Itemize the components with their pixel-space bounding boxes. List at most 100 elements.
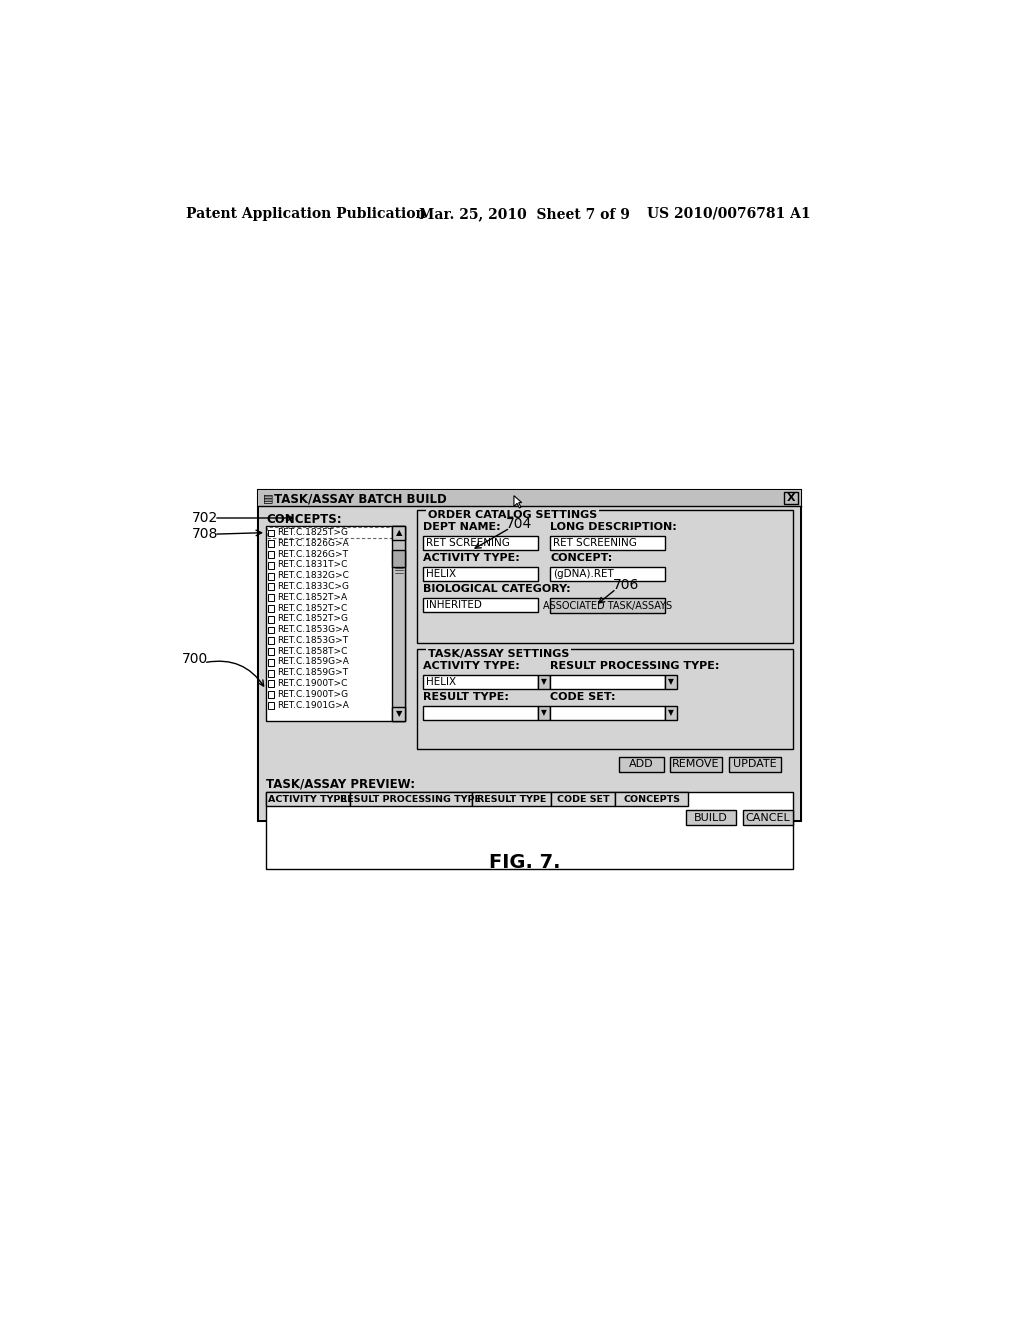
Text: ORDER CATALOG SETTINGS: ORDER CATALOG SETTINGS	[428, 510, 597, 520]
Bar	[550, 675, 665, 689]
Text: BIOLOGICAL CATEGORY:: BIOLOGICAL CATEGORY:	[423, 583, 571, 594]
Text: ▼: ▼	[542, 677, 547, 686]
Text: RET.C.1859G>T: RET.C.1859G>T	[276, 668, 348, 677]
Bar	[392, 708, 406, 721]
Text: RET.C.1858T>C: RET.C.1858T>C	[276, 647, 347, 656]
Text: CONCEPTS: CONCEPTS	[623, 795, 680, 804]
Bar	[267, 648, 274, 655]
Text: RET.C.1901G>A: RET.C.1901G>A	[276, 701, 349, 710]
Text: (gDNA).RET: (gDNA).RET	[554, 569, 614, 579]
Bar	[392, 527, 406, 721]
Bar	[729, 756, 781, 772]
Bar	[267, 552, 274, 558]
Bar	[423, 675, 538, 689]
Bar	[551, 792, 614, 807]
Text: ▼: ▼	[669, 677, 674, 686]
Bar	[267, 627, 274, 634]
Bar	[423, 568, 538, 581]
Text: RESULT PROCESSING TYPE:: RESULT PROCESSING TYPE:	[550, 661, 720, 671]
Text: RET.C.1852T>C: RET.C.1852T>C	[276, 603, 347, 612]
Bar	[423, 598, 538, 612]
Polygon shape	[514, 496, 521, 508]
Text: RET.C.1859G>A: RET.C.1859G>A	[276, 657, 349, 667]
Bar	[550, 568, 665, 581]
Bar	[665, 675, 678, 689]
Bar	[267, 692, 274, 698]
Bar	[267, 659, 274, 665]
Bar	[472, 792, 551, 807]
Bar	[267, 669, 274, 677]
Text: TASK/ASSAY PREVIEW:: TASK/ASSAY PREVIEW:	[266, 777, 415, 791]
Text: RESULT TYPE: RESULT TYPE	[477, 795, 547, 804]
Text: INHERITED: INHERITED	[426, 601, 482, 610]
Text: RESULT TYPE:: RESULT TYPE:	[423, 692, 509, 702]
Bar	[538, 706, 550, 719]
Bar	[550, 536, 665, 550]
Bar	[538, 675, 550, 689]
Bar	[267, 529, 274, 536]
Bar	[267, 573, 274, 579]
Text: Mar. 25, 2010  Sheet 7 of 9: Mar. 25, 2010 Sheet 7 of 9	[419, 207, 630, 220]
Text: RET SCREENING: RET SCREENING	[554, 539, 637, 548]
Text: US 2010/0076781 A1: US 2010/0076781 A1	[647, 207, 811, 220]
Text: ▤: ▤	[263, 494, 273, 504]
Bar	[266, 792, 793, 869]
Text: CONCEPT:: CONCEPT:	[550, 553, 612, 564]
Bar	[267, 594, 274, 601]
Bar	[618, 756, 664, 772]
Bar	[686, 810, 736, 825]
Text: 708: 708	[193, 527, 219, 541]
Bar	[267, 615, 274, 623]
Text: BUILD: BUILD	[694, 813, 728, 822]
Bar	[266, 527, 391, 539]
Text: RET SCREENING: RET SCREENING	[426, 539, 510, 548]
Text: RET.C.1852T>G: RET.C.1852T>G	[276, 614, 348, 623]
Bar	[266, 792, 349, 807]
Text: X: X	[786, 492, 795, 503]
Text: 704: 704	[506, 517, 532, 531]
Bar	[423, 706, 538, 719]
Text: RET.C.1826G>T: RET.C.1826G>T	[276, 549, 348, 558]
Bar	[417, 511, 793, 643]
Bar	[614, 792, 688, 807]
Bar	[417, 649, 793, 748]
Text: CONCEPTS:: CONCEPTS:	[266, 513, 342, 527]
Text: RET.C.1853G>A: RET.C.1853G>A	[276, 626, 349, 634]
Bar	[266, 527, 406, 721]
Bar	[349, 792, 472, 807]
Text: Patent Application Publication: Patent Application Publication	[186, 207, 426, 220]
Text: ACTIVITY TYPE:: ACTIVITY TYPE:	[423, 661, 520, 671]
Text: ADD: ADD	[629, 759, 653, 770]
Text: LONG DESCRIPTION:: LONG DESCRIPTION:	[550, 523, 677, 532]
Text: CANCEL: CANCEL	[745, 813, 791, 822]
Text: ▼: ▼	[669, 709, 674, 717]
Text: RET.C.1852T>A: RET.C.1852T>A	[276, 593, 347, 602]
Bar	[665, 706, 678, 719]
Text: UPDATE: UPDATE	[733, 759, 777, 770]
Bar	[423, 536, 538, 550]
Bar	[267, 638, 274, 644]
Text: HELIX: HELIX	[426, 677, 457, 686]
Text: RET.C.1900T>C: RET.C.1900T>C	[276, 678, 347, 688]
Text: REMOVE: REMOVE	[673, 759, 720, 770]
Bar	[267, 583, 274, 590]
Text: HELIX: HELIX	[426, 569, 457, 579]
Text: ASSOCIATED TASK/ASSAYS: ASSOCIATED TASK/ASSAYS	[543, 601, 673, 611]
Bar	[267, 681, 274, 688]
Text: CODE SET:: CODE SET:	[550, 692, 615, 702]
Bar	[267, 562, 274, 569]
Text: 702: 702	[193, 511, 218, 525]
Bar	[267, 605, 274, 612]
Bar	[259, 507, 800, 820]
Text: RET.C.1900T>G: RET.C.1900T>G	[276, 690, 348, 698]
Text: ▲: ▲	[395, 528, 402, 537]
Text: FIG. 7.: FIG. 7.	[489, 854, 560, 873]
Bar	[392, 527, 406, 540]
Text: RET.C.1826G>A: RET.C.1826G>A	[276, 539, 348, 548]
Bar	[267, 540, 274, 548]
Text: ACTIVITY TYPE:: ACTIVITY TYPE:	[423, 553, 520, 564]
Text: RET.C.1831T>C: RET.C.1831T>C	[276, 561, 347, 569]
Text: 706: 706	[612, 578, 639, 591]
Bar	[267, 702, 274, 709]
Text: DEPT NAME:: DEPT NAME:	[423, 523, 501, 532]
